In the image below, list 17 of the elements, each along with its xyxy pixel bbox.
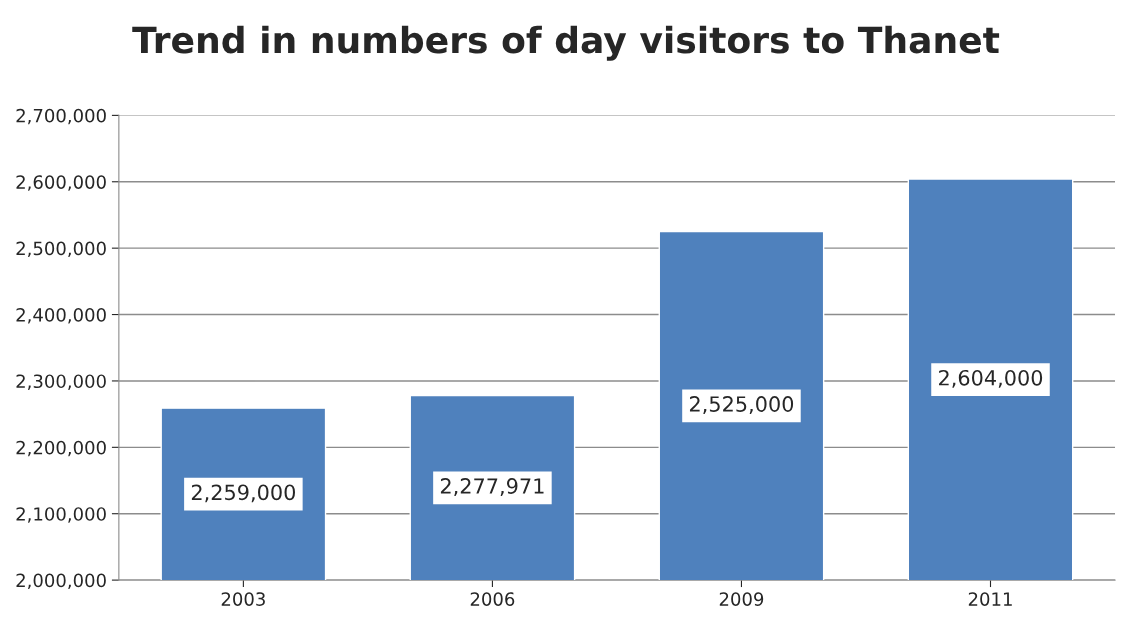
- y-tick-label: 2,400,000: [16, 308, 106, 324]
- y-tick-label: 2,100,000: [16, 507, 106, 523]
- x-tick-label: 2006: [470, 592, 515, 606]
- x-tick-label: 2003: [221, 592, 265, 606]
- x-tick-label: 2009: [719, 592, 764, 606]
- y-tick-label: 2,600,000: [16, 175, 106, 191]
- y-tick-label: 2,700,000: [16, 108, 106, 125]
- x-tick-label: 2011: [968, 592, 1012, 606]
- y-tick-label: 2,500,000: [16, 241, 106, 258]
- y-tick-label: 2,000,000: [16, 573, 106, 590]
- data-label: 2,525,000: [689, 396, 794, 414]
- y-tick-label: 2,300,000: [16, 374, 106, 390]
- chart-title: Trend in numbers of day visitors to Thanet: [132, 25, 1000, 61]
- y-tick-label: 2,200,000: [16, 440, 106, 457]
- data-label: 2,604,000: [939, 369, 1043, 388]
- data-label: 2,277,971: [440, 478, 544, 496]
- data-label: 2,259,000: [191, 484, 296, 503]
